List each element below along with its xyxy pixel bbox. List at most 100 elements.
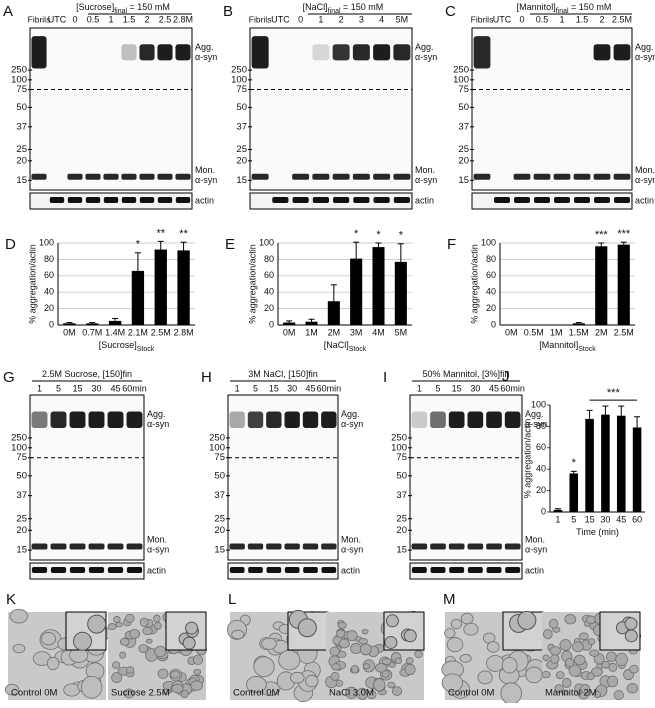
y-tick-label: 80 <box>536 421 546 431</box>
cell <box>387 681 396 689</box>
mw-label: 37 <box>214 490 225 501</box>
blot-header: [Mannitol]final = 150 mM <box>517 2 612 14</box>
x-axis-label-text: [Mannitol] <box>539 340 578 350</box>
lane-label: UTC <box>48 14 67 24</box>
cell <box>171 683 184 694</box>
lane-label: 2.5 <box>159 14 172 24</box>
cell <box>460 612 474 625</box>
significance: * <box>136 239 141 251</box>
y-tick-label: 60 <box>44 270 54 280</box>
inset-cell <box>182 636 196 650</box>
agg-band <box>486 411 502 428</box>
x-tick-label: 1 <box>555 514 560 524</box>
x-tick-label: 0.7M <box>82 327 102 337</box>
cell <box>549 646 561 656</box>
monomer-band <box>448 543 465 550</box>
cell <box>404 663 416 676</box>
mon-label: Mon. <box>195 165 215 175</box>
cell <box>138 644 149 653</box>
y-tick-label: 60 <box>486 270 496 280</box>
x-tick-label: 45 <box>616 514 626 524</box>
header-sub: final <box>556 8 569 15</box>
bar <box>283 322 296 325</box>
monomer-band <box>292 173 310 180</box>
mw-label: 250 <box>11 432 27 443</box>
lane-label: 45 <box>110 383 120 393</box>
cell <box>359 643 372 656</box>
actin-band <box>333 197 350 203</box>
mw-label: 250 <box>391 432 407 443</box>
lane-label: 2.8M <box>173 14 193 24</box>
cell <box>278 649 301 671</box>
bar <box>394 261 407 325</box>
monomer-band <box>573 173 591 180</box>
x-axis-label: [NaCl]Stock <box>324 340 367 352</box>
agg-band <box>284 411 300 428</box>
cell <box>414 650 423 659</box>
y-tick-label: 60 <box>264 270 274 280</box>
cell <box>601 660 611 669</box>
monomer-band <box>85 173 101 180</box>
monomer-band <box>613 173 631 180</box>
lane-label: 1 <box>417 383 422 393</box>
blot-header: [NaCl]final = 150 mM <box>303 2 384 14</box>
cell <box>391 686 403 696</box>
agg-band <box>266 411 282 428</box>
actin-band <box>486 567 502 573</box>
cell <box>170 670 181 679</box>
y-tick-label: 80 <box>486 254 496 264</box>
panel-letter: E <box>225 236 235 253</box>
cell <box>180 689 189 699</box>
x-axis-label: [Sucrose]Stock <box>99 340 155 352</box>
inset-cell <box>87 614 107 634</box>
agg-band <box>430 411 446 428</box>
actin-band <box>67 197 83 203</box>
actin-band <box>175 197 191 203</box>
cell <box>361 628 369 635</box>
cell <box>305 674 319 688</box>
cell <box>459 654 472 663</box>
mon-label: Mon. <box>525 535 545 545</box>
cell <box>358 637 368 645</box>
blot-header: 2.5M Sucrose, [150]fin <box>42 369 132 379</box>
x-tick-label: 1.4M <box>105 327 125 337</box>
actin-label: actin <box>635 195 654 205</box>
x-tick-label: 2.5M <box>614 327 634 337</box>
inset-cell <box>624 629 638 643</box>
lane-label: Fibrils <box>471 14 494 24</box>
cell <box>580 684 590 694</box>
micrograph-label: Sucrose 2.5M <box>111 688 170 699</box>
y-tick-label: 0 <box>541 506 546 516</box>
header-text: [NaCl] <box>303 2 328 12</box>
actin-band <box>411 567 427 573</box>
lane-label: 0 <box>519 14 524 24</box>
cell <box>587 672 595 681</box>
actin-label: actin <box>147 565 166 575</box>
monomer-band <box>533 173 551 180</box>
header-sub: final <box>114 8 127 15</box>
actin-band <box>88 567 105 573</box>
lane-label: UTC <box>493 14 512 24</box>
monomer-band <box>504 543 521 550</box>
inset-cell <box>624 617 638 631</box>
bar <box>154 249 167 325</box>
inset-cell <box>185 621 199 635</box>
agg-band <box>88 411 105 428</box>
cell <box>125 613 135 623</box>
monomer-band <box>88 543 105 550</box>
x-tick-label: 2.5M <box>151 327 171 337</box>
x-tick-label: 1M <box>305 327 318 337</box>
mw-label: 100 <box>209 442 225 453</box>
cell <box>112 661 121 669</box>
lane-label: 15 <box>269 383 279 393</box>
cell <box>40 632 57 646</box>
mw-label: 100 <box>11 74 27 85</box>
mw-label: 250 <box>11 65 27 76</box>
actin-membrane <box>471 192 633 210</box>
x-axis-label-sub: Stock <box>137 346 155 353</box>
cell <box>80 675 103 699</box>
agg-band <box>302 411 319 428</box>
blot-header: 3M NaCl, [150]fin <box>248 369 318 379</box>
x-axis-label-text: [NaCl] <box>324 340 349 350</box>
significance: * <box>376 229 381 241</box>
